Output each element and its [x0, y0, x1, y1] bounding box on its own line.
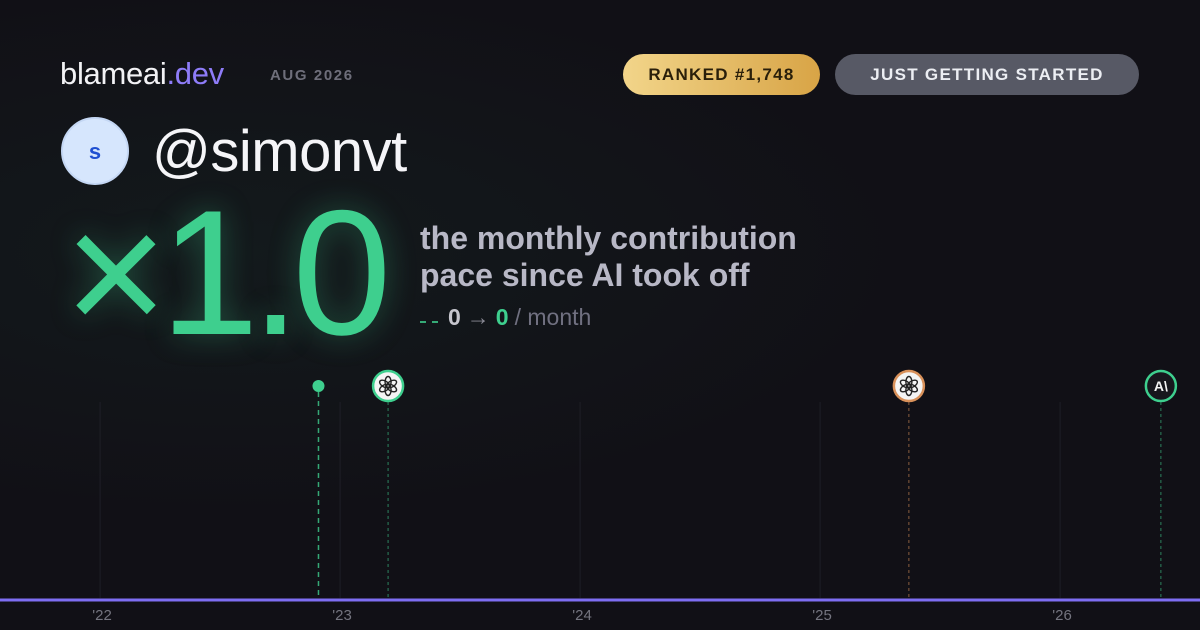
pace-unit: / month: [514, 304, 592, 330]
pace-to: 0: [495, 304, 509, 330]
headline-line: pace since AI took off: [420, 257, 750, 293]
brand-name: blameai: [60, 56, 167, 91]
start-dot: [312, 380, 325, 392]
x-tick-label: '25: [812, 607, 832, 624]
avatar: s: [61, 117, 129, 185]
marker-label: A\: [1154, 378, 1168, 394]
date: AUG 2026: [270, 67, 354, 84]
pace-arrow: →: [466, 304, 490, 330]
brand-tld: .dev: [166, 56, 224, 91]
status-badge: JUST GETTING STARTED: [835, 54, 1139, 95]
pace-from: 0: [448, 304, 461, 330]
x-tick-label: '24: [572, 607, 592, 624]
x-tick-label: '26: [1052, 607, 1072, 624]
marker: [371, 369, 405, 403]
multiplier: ×1.0: [64, 173, 391, 372]
brand: blameai.dev: [60, 56, 224, 92]
marker-ring: [371, 369, 405, 403]
handle: @simonvt: [152, 119, 407, 184]
marker: [892, 369, 926, 403]
sparkline: [420, 313, 438, 323]
rank-badge: RANKED #1,748: [623, 54, 820, 95]
marker-icon: [899, 379, 912, 389]
marker: A\: [1144, 369, 1178, 403]
marker-ring: [1144, 369, 1178, 403]
headline-line: the monthly contribution: [420, 220, 797, 256]
x-tick-label: '23: [332, 607, 352, 624]
marker-ring: [892, 369, 926, 403]
x-tick-label: '22: [92, 607, 112, 624]
pace: 0 → 0/ month: [420, 304, 591, 331]
marker-icon: [378, 379, 391, 389]
